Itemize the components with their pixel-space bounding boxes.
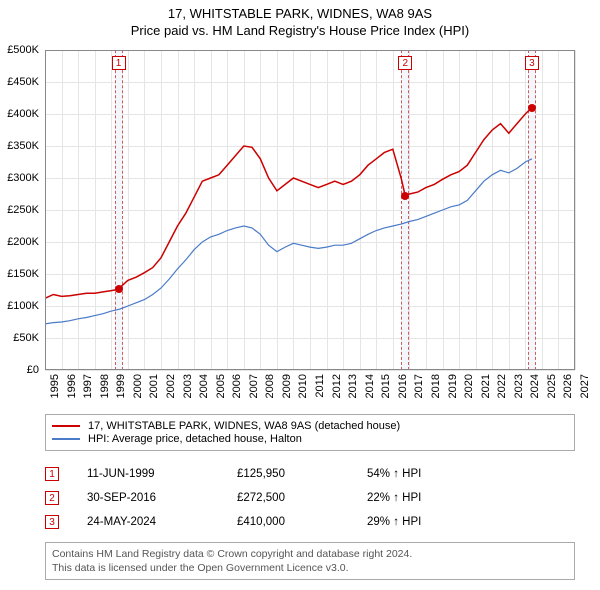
title-block: 17, WHITSTABLE PARK, WIDNES, WA8 9AS Pri… (0, 0, 600, 38)
xtick-label: 1997 (82, 374, 94, 398)
sale-date: 11-JUN-1999 (87, 468, 237, 480)
xtick-label: 2000 (132, 374, 144, 398)
xtick-label: 2001 (148, 374, 160, 398)
xtick-label: 2008 (264, 374, 276, 398)
footer-line: This data is licensed under the Open Gov… (52, 561, 568, 575)
sale-price: £125,950 (237, 468, 367, 480)
xtick-label: 1995 (49, 374, 61, 398)
xtick-label: 2005 (215, 374, 227, 398)
sales-table: 1 11-JUN-1999 £125,950 54% ↑ HPI 2 30-SE… (45, 462, 575, 534)
xtick-label: 2004 (198, 374, 210, 398)
title-subtitle: Price paid vs. HM Land Registry's House … (0, 23, 600, 38)
legend-label: HPI: Average price, detached house, Halt… (88, 433, 302, 445)
sale-marker-num: 3 (45, 515, 59, 529)
xtick-label: 2027 (579, 374, 591, 398)
legend-label: 17, WHITSTABLE PARK, WIDNES, WA8 9AS (de… (88, 420, 400, 432)
table-row: 3 24-MAY-2024 £410,000 29% ↑ HPI (45, 510, 575, 534)
sale-marker-num: 2 (45, 491, 59, 505)
xtick-label: 2026 (562, 374, 574, 398)
xtick-label: 2020 (463, 374, 475, 398)
xtick-label: 2010 (297, 374, 309, 398)
xtick-label: 2011 (314, 374, 326, 398)
footer-attribution: Contains HM Land Registry data © Crown c… (45, 542, 575, 580)
legend-row: 17, WHITSTABLE PARK, WIDNES, WA8 9AS (de… (52, 420, 568, 432)
sale-marker-box: 2 (398, 56, 412, 70)
xtick-label: 2009 (281, 374, 293, 398)
ytick-label: £200K (7, 236, 39, 248)
legend-swatch (52, 438, 80, 440)
sale-date: 30-SEP-2016 (87, 492, 237, 504)
ytick-label: £450K (7, 76, 39, 88)
xtick-label: 2002 (165, 374, 177, 398)
ytick-label: £400K (7, 108, 39, 120)
xtick-label: 2024 (529, 374, 541, 398)
xtick-label: 2006 (231, 374, 243, 398)
sale-pct: 54% ↑ HPI (367, 468, 487, 480)
ytick-label: £0 (27, 364, 39, 376)
xtick-label: 2019 (447, 374, 459, 398)
xtick-label: 2023 (513, 374, 525, 398)
ytick-label: £150K (7, 268, 39, 280)
chart-container: 17, WHITSTABLE PARK, WIDNES, WA8 9AS Pri… (0, 0, 600, 590)
xtick-label: 2016 (397, 374, 409, 398)
legend-swatch (52, 425, 80, 427)
table-row: 1 11-JUN-1999 £125,950 54% ↑ HPI (45, 462, 575, 486)
xtick-label: 2018 (430, 374, 442, 398)
sale-pct: 22% ↑ HPI (367, 492, 487, 504)
sale-marker-box: 1 (112, 56, 126, 70)
sale-pct: 29% ↑ HPI (367, 516, 487, 528)
sale-marker-num: 1 (45, 467, 59, 481)
xtick-label: 2015 (380, 374, 392, 398)
chart-area: 123 £0£50K£100K£150K£200K£250K£300K£350K… (45, 50, 575, 370)
xtick-label: 1996 (66, 374, 78, 398)
ytick-label: £300K (7, 172, 39, 184)
sale-marker-box: 3 (525, 56, 539, 70)
sale-price: £410,000 (237, 516, 367, 528)
xtick-label: 2013 (347, 374, 359, 398)
xtick-label: 2025 (546, 374, 558, 398)
xtick-label: 2017 (413, 374, 425, 398)
ytick-label: £250K (7, 204, 39, 216)
xtick-label: 2012 (331, 374, 343, 398)
xtick-label: 2007 (248, 374, 260, 398)
xtick-label: 2003 (182, 374, 194, 398)
table-row: 2 30-SEP-2016 £272,500 22% ↑ HPI (45, 486, 575, 510)
ytick-label: £350K (7, 140, 39, 152)
xtick-label: 1999 (115, 374, 127, 398)
title-address: 17, WHITSTABLE PARK, WIDNES, WA8 9AS (0, 6, 600, 21)
xtick-label: 2021 (480, 374, 492, 398)
footer-line: Contains HM Land Registry data © Crown c… (52, 547, 568, 561)
legend: 17, WHITSTABLE PARK, WIDNES, WA8 9AS (de… (45, 414, 575, 451)
sale-price: £272,500 (237, 492, 367, 504)
ytick-label: £100K (7, 300, 39, 312)
legend-row: HPI: Average price, detached house, Halt… (52, 433, 568, 445)
series-lines (45, 50, 575, 370)
xtick-label: 1998 (99, 374, 111, 398)
xtick-label: 2014 (364, 374, 376, 398)
xtick-label: 2022 (496, 374, 508, 398)
sale-date: 24-MAY-2024 (87, 516, 237, 528)
ytick-label: £50K (13, 332, 39, 344)
ytick-label: £500K (7, 44, 39, 56)
